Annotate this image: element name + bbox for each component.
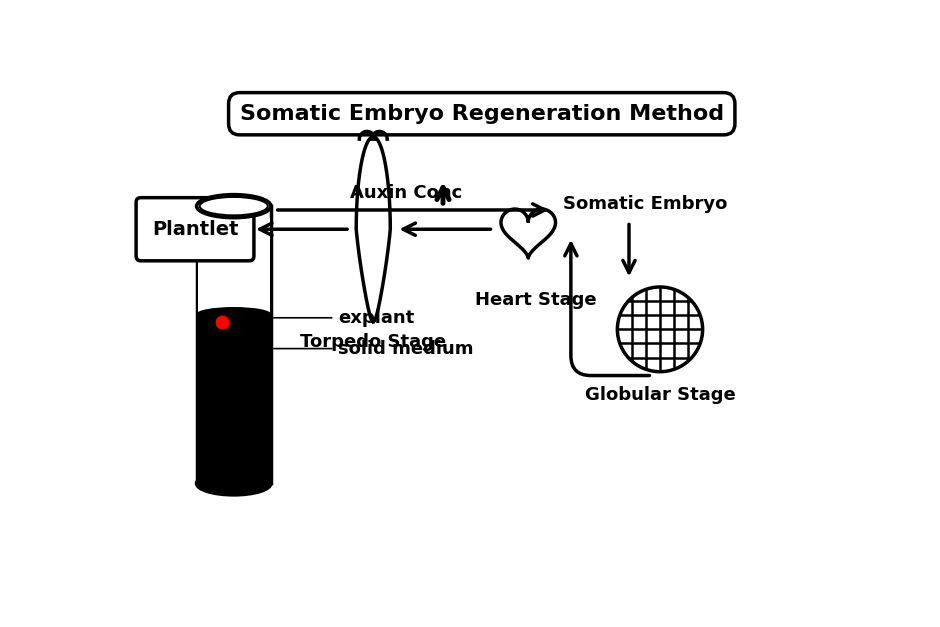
Text: Auxin Conc: Auxin Conc <box>350 184 462 202</box>
Text: Somatic Embryo: Somatic Embryo <box>563 195 728 213</box>
Text: explant: explant <box>338 308 415 327</box>
Ellipse shape <box>199 197 268 216</box>
Text: Somatic Embryo Regeneration Method: Somatic Embryo Regeneration Method <box>240 103 724 124</box>
Ellipse shape <box>196 472 271 495</box>
Bar <box>197 218 270 314</box>
FancyBboxPatch shape <box>136 198 254 261</box>
Text: solid medium: solid medium <box>338 340 474 357</box>
Text: Globular Stage: Globular Stage <box>585 386 735 404</box>
Ellipse shape <box>618 287 702 372</box>
Ellipse shape <box>196 194 271 218</box>
Text: Heart Stage: Heart Stage <box>476 291 597 309</box>
Text: Plantlet: Plantlet <box>151 219 238 239</box>
Ellipse shape <box>196 307 271 321</box>
Bar <box>196 314 271 483</box>
Text: Torpedo Stage: Torpedo Stage <box>300 333 446 351</box>
